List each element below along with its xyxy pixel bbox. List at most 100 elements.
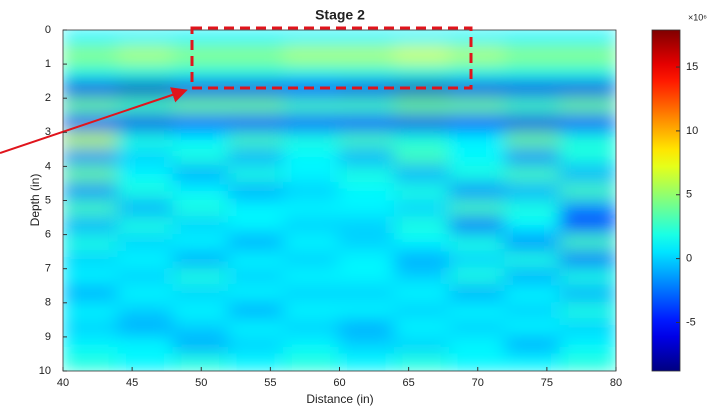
heatmap-cell xyxy=(117,165,175,185)
heatmap-cell xyxy=(172,352,230,371)
heatmap-cell xyxy=(393,46,452,66)
heatmap-cell xyxy=(227,284,286,304)
heatmap-cell xyxy=(559,233,616,253)
heatmap-cell xyxy=(338,318,396,338)
heatmap-cell xyxy=(559,199,616,219)
heatmap-cell xyxy=(283,97,341,117)
heatmap-cell xyxy=(172,335,230,355)
heatmap-cell xyxy=(449,199,507,219)
heatmap-cell xyxy=(63,114,120,134)
heatmap-cell xyxy=(559,267,616,287)
heatmap-cell xyxy=(172,80,230,100)
heatmap-cell xyxy=(559,165,616,185)
heatmap-cell xyxy=(227,165,286,185)
heatmap-cell xyxy=(283,284,341,304)
heatmap-cell xyxy=(449,114,507,134)
heatmap-cell xyxy=(172,114,230,134)
heatmap-cell xyxy=(283,131,341,151)
heatmap-cell xyxy=(117,148,175,168)
heatmap-cell xyxy=(63,165,120,185)
heatmap-cell xyxy=(283,216,341,236)
heatmap-cell xyxy=(227,114,286,134)
heatmap-cell xyxy=(172,131,230,151)
heatmap-cell xyxy=(172,284,230,304)
heatmap-cell xyxy=(227,199,286,219)
heatmap-cell xyxy=(504,148,562,168)
heatmap-cell xyxy=(283,318,341,338)
heatmap-cell xyxy=(227,131,286,151)
heatmap-cell xyxy=(227,182,286,202)
heatmap-cell xyxy=(172,216,230,236)
heatmap-cell xyxy=(559,63,616,83)
heatmap-cell xyxy=(117,114,175,134)
x-tick-label: 40 xyxy=(57,377,69,389)
heatmap-cell xyxy=(559,216,616,236)
heatmap-cell xyxy=(227,335,286,355)
heatmap xyxy=(63,30,616,371)
heatmap-cell xyxy=(117,30,175,49)
heatmap-cell xyxy=(559,301,616,321)
x-tick-label: 55 xyxy=(264,377,276,389)
heatmap-cell xyxy=(63,63,120,83)
heatmap-cell xyxy=(117,233,175,253)
heatmap-cell xyxy=(559,318,616,338)
heatmap-cell xyxy=(393,352,452,371)
heatmap-cell xyxy=(117,216,175,236)
y-tick-label: 4 xyxy=(45,160,51,172)
heatmap-cell xyxy=(393,97,452,117)
heatmap-cell xyxy=(338,352,396,371)
heatmap-cell xyxy=(117,97,175,117)
heatmap-cell xyxy=(504,97,562,117)
heatmap-cell xyxy=(559,114,616,134)
heatmap-cell xyxy=(559,284,616,304)
heatmap-cell xyxy=(504,182,562,202)
heatmap-cell xyxy=(283,80,341,100)
heatmap-cell xyxy=(449,233,507,253)
x-tick-label: 65 xyxy=(403,377,415,389)
heatmap-cell xyxy=(393,301,452,321)
heatmap-cell xyxy=(283,114,341,134)
heatmap-cell xyxy=(283,63,341,83)
y-tick-label: 5 xyxy=(45,194,51,206)
highlight-box xyxy=(190,26,473,90)
y-tick-label: 6 xyxy=(45,229,51,241)
heatmap-cell xyxy=(449,352,507,371)
heatmap-cell xyxy=(559,352,616,371)
heatmap-cell xyxy=(172,233,230,253)
heatmap-cell xyxy=(393,335,452,355)
heatmap-cell xyxy=(338,30,396,49)
y-axis-label: Depth (in) xyxy=(28,174,42,227)
colorbar-label: ×10⁶ xyxy=(688,12,707,22)
heatmap-cell xyxy=(559,148,616,168)
heatmap-cell xyxy=(393,165,452,185)
heatmap-cell xyxy=(172,318,230,338)
heatmap-cell xyxy=(117,182,175,202)
heatmap-cell xyxy=(559,131,616,151)
heatmap-cell xyxy=(117,301,175,321)
heatmap-cell xyxy=(172,63,230,83)
heatmap-cell xyxy=(504,114,562,134)
heatmap-cell xyxy=(172,199,230,219)
heatmap-cell xyxy=(63,46,120,66)
heatmap-cell xyxy=(63,30,120,49)
x-tick-label: 75 xyxy=(541,377,553,389)
heatmap-cell xyxy=(504,30,562,49)
colorbar-tick-label: 10 xyxy=(686,125,698,137)
heatmap-cell xyxy=(227,318,286,338)
heatmap-cell xyxy=(504,318,562,338)
y-tick-label: 10 xyxy=(39,365,51,377)
heatmap-cell xyxy=(449,267,507,287)
heatmap-cell xyxy=(393,182,452,202)
heatmap-cell xyxy=(559,80,616,100)
heatmap-cell xyxy=(172,182,230,202)
heatmap-cell xyxy=(172,301,230,321)
heatmap-cell xyxy=(393,318,452,338)
heatmap-cell xyxy=(559,250,616,270)
heatmap-cell xyxy=(227,30,286,49)
heatmap-cell xyxy=(227,97,286,117)
heatmap-cell xyxy=(338,267,396,287)
heatmap-cell xyxy=(338,131,396,151)
heatmap-cell xyxy=(504,46,562,66)
heatmap-cell xyxy=(283,250,341,270)
